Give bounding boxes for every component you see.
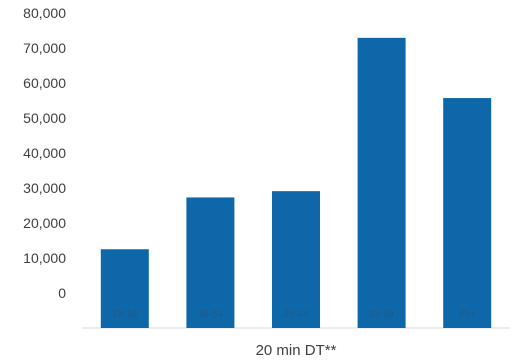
y-tick-label: 80,000 (23, 5, 66, 21)
y-tick-label: 20,000 (23, 215, 66, 231)
category-label: 18-34 (112, 309, 138, 320)
bar (272, 191, 320, 328)
bar (357, 37, 406, 328)
category-label: 35-44 (283, 309, 309, 320)
category-labels: 18-34 35-54 35-44 45-64 65+ (112, 309, 476, 320)
y-tick-label: 60,000 (23, 75, 66, 91)
y-tick-label: 50,000 (23, 110, 66, 126)
category-label: 65+ (459, 309, 476, 320)
bars (100, 37, 492, 328)
y-tick-label: 30,000 (23, 180, 66, 196)
category-label: 35-54 (198, 309, 224, 320)
bar (443, 98, 492, 328)
x-axis-title: 20 min DT** (256, 342, 337, 359)
y-tick-label: 70,000 (23, 40, 66, 56)
bar (186, 197, 235, 328)
y-axis-tick-labels: 0 10,000 20,000 30,000 40,000 50,000 60,000 70,… (23, 5, 66, 301)
bar (100, 249, 149, 328)
y-tick-label: 40,000 (23, 145, 66, 161)
y-tick-label: 0 (58, 285, 66, 301)
y-tick-label: 10,000 (23, 250, 66, 266)
category-label: 45-64 (369, 309, 395, 320)
